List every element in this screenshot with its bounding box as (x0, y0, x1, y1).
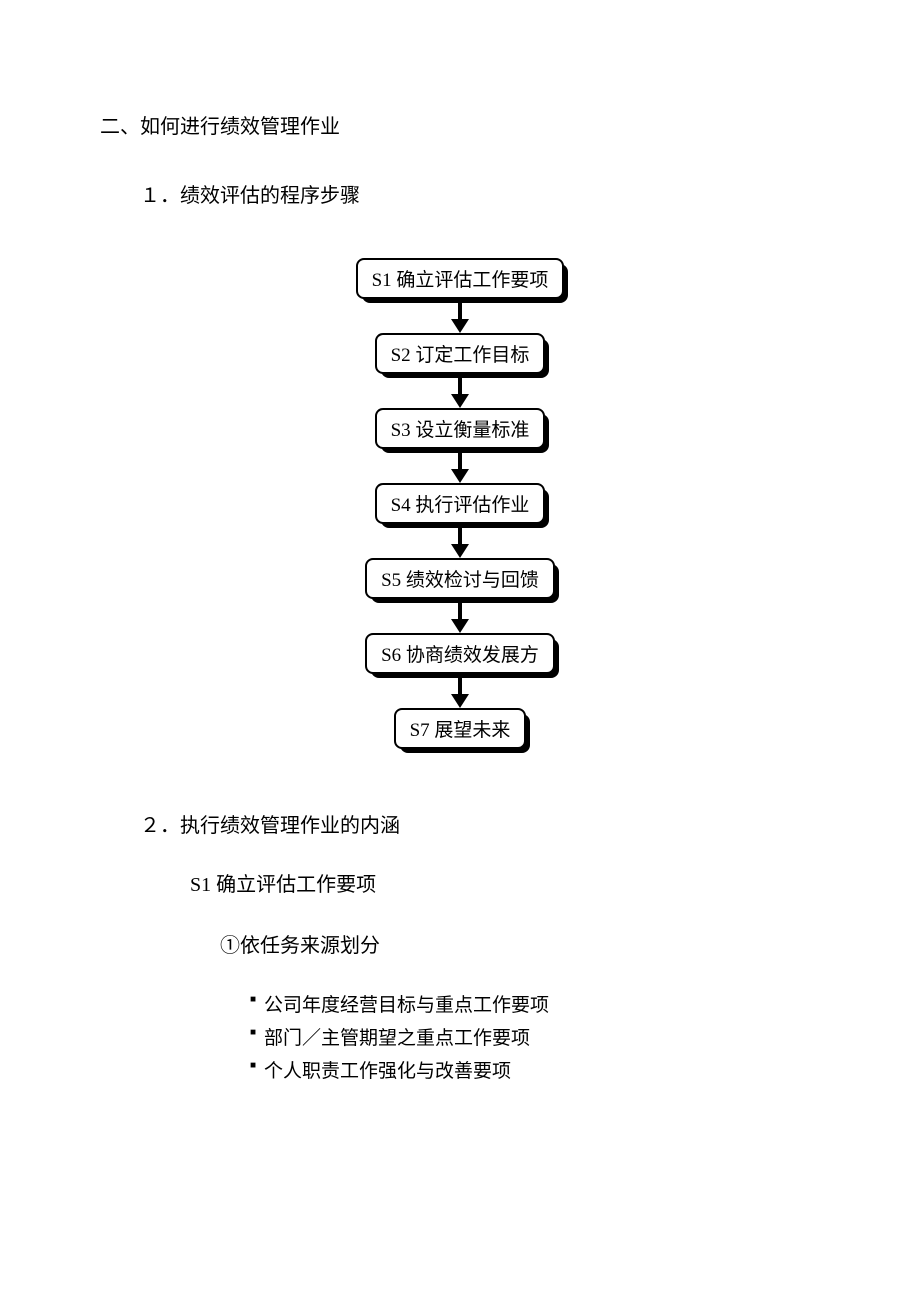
flow-node-s1: S1 确立评估工作要项 (356, 258, 565, 299)
list-item: 个人职责工作强化与改善要项 (250, 1056, 820, 1083)
subsection-2-title: ２．执行绩效管理作业的内涵 (140, 809, 820, 838)
list-item: 公司年度经营目标与重点工作要项 (250, 990, 820, 1017)
flow-arrow (451, 674, 469, 708)
flow-arrow (451, 299, 469, 333)
flow-node-s7: S7 展望未来 (394, 708, 527, 749)
flow-node-s6: S6 协商绩效发展方 (365, 633, 555, 674)
bullet-list: 公司年度经营目标与重点工作要项 部门／主管期望之重点工作要项 个人职责工作强化与… (250, 990, 820, 1083)
flow-node-label: S7 展望未来 (394, 708, 527, 749)
flow-node-s5: S5 绩效检讨与回馈 (365, 558, 555, 599)
section-title: 二、如何进行绩效管理作业 (100, 110, 820, 139)
flow-node-label: S3 设立衡量标准 (375, 408, 546, 449)
flow-node-s2: S2 订定工作目标 (375, 333, 546, 374)
flow-node-s4: S4 执行评估作业 (375, 483, 546, 524)
flow-arrow (451, 599, 469, 633)
flow-node-label: S1 确立评估工作要项 (356, 258, 565, 299)
flow-arrow (451, 374, 469, 408)
flow-node-label: S6 协商绩效发展方 (365, 633, 555, 674)
flow-node-label: S2 订定工作目标 (375, 333, 546, 374)
flow-node-label: S5 绩效检讨与回馈 (365, 558, 555, 599)
subsection-1-title: １．绩效评估的程序步骤 (140, 179, 820, 208)
flow-arrow (451, 524, 469, 558)
page-body: 二、如何进行绩效管理作业 １．绩效评估的程序步骤 S1 确立评估工作要项 S2 … (0, 0, 920, 1083)
list-item: 部门／主管期望之重点工作要项 (250, 1023, 820, 1050)
flow-node-label: S4 执行评估作业 (375, 483, 546, 524)
flow-arrow (451, 449, 469, 483)
sub-bullet-heading: ①依任务来源划分 (220, 929, 820, 958)
flow-node-s3: S3 设立衡量标准 (375, 408, 546, 449)
flowchart: S1 确立评估工作要项 S2 订定工作目标 S3 设立衡量标准 S4 执行评估作… (100, 258, 820, 749)
step-heading: S1 确立评估工作要项 (190, 868, 820, 897)
